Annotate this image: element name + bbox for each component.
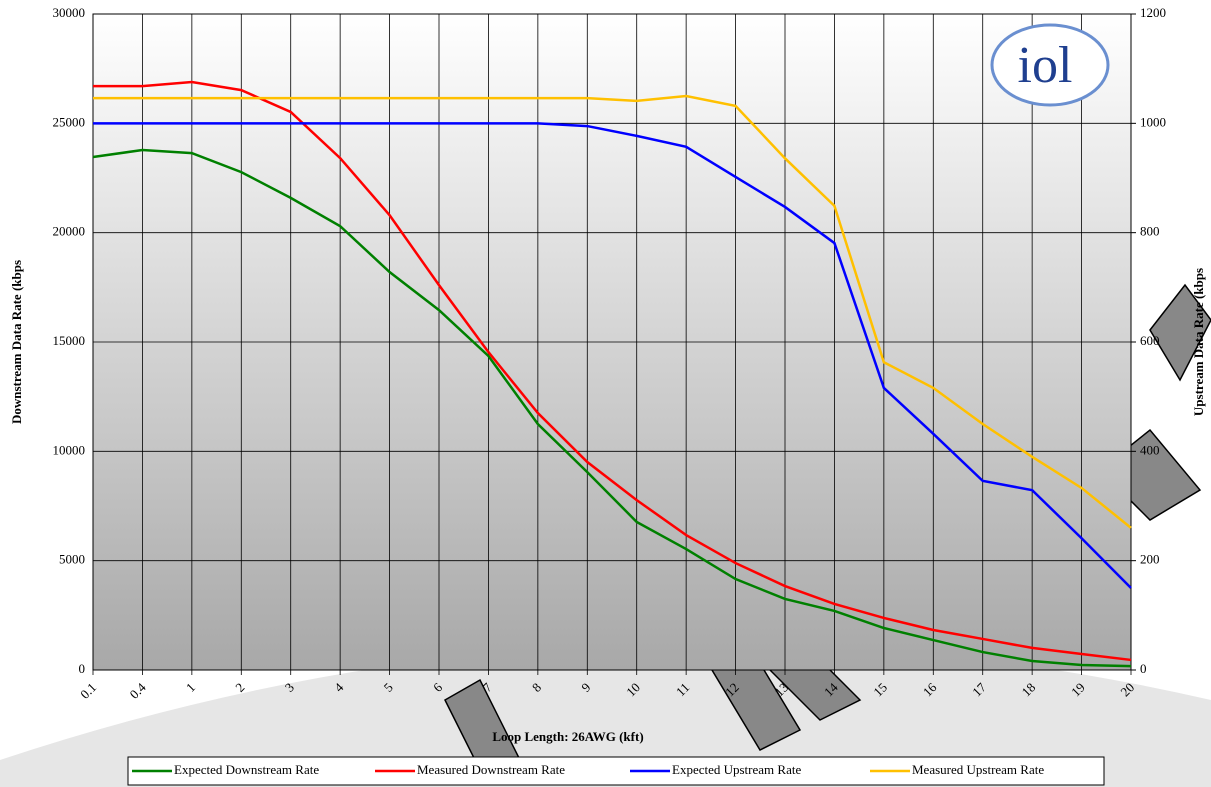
y2-tick-label: 0 — [1140, 661, 1147, 676]
y2-tick-label: 1200 — [1140, 5, 1166, 20]
y-tick-label: 15000 — [53, 333, 86, 348]
y-tick-label: 0 — [79, 661, 86, 676]
y-tick-label: 5000 — [59, 552, 85, 567]
logo-text: iol — [1018, 37, 1073, 94]
watermark — [0, 642, 1211, 787]
legend — [127, 756, 1105, 786]
y-axis-title: Downstream Data Rate (kbps — [9, 260, 24, 424]
series-line — [92, 148, 1132, 668]
legend-label: Expected Upstream Rate — [672, 762, 801, 777]
y2-axis-title: Upstream Data Rate (kbps — [1191, 268, 1206, 416]
y2-tick-label: 600 — [1140, 333, 1160, 348]
x-axis-title: Loop Length: 26AWG (kft) — [492, 729, 643, 744]
x-tick-label: 2 — [232, 680, 247, 695]
legend-label: Measured Upstream Rate — [912, 762, 1044, 777]
y-tick-label: 20000 — [53, 224, 86, 239]
x-tick-label: 0.4 — [127, 679, 149, 701]
lines — [92, 80, 1132, 668]
legend-label: Measured Downstream Rate — [417, 762, 565, 777]
series-line — [93, 94, 1132, 529]
y2-tick-label: 800 — [1140, 224, 1160, 239]
legend-label: Expected Downstream Rate — [174, 762, 319, 777]
y-tick-label: 25000 — [53, 114, 86, 129]
y2-tick-label: 1000 — [1140, 114, 1166, 129]
x-tick-label: 0.1 — [77, 680, 99, 702]
y-tick-label: 10000 — [53, 442, 86, 457]
legend-items: Expected Downstream Rate Measured Downstr… — [132, 762, 1044, 777]
y-tick-label: 30000 — [53, 5, 86, 20]
series-line — [93, 122, 1132, 589]
x-tick-label: 1 — [183, 680, 198, 695]
y2-tick-label: 400 — [1140, 442, 1160, 457]
logo: iol — [990, 23, 1110, 107]
series-line — [93, 80, 1132, 662]
y2-tick-label: 200 — [1140, 552, 1160, 567]
